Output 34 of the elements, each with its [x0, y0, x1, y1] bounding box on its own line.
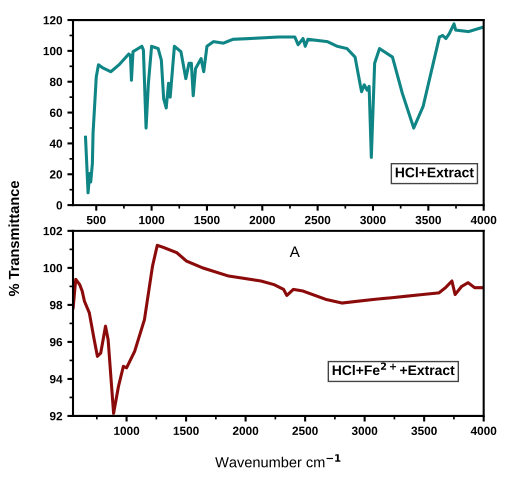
x-tick-label: 3500 [411, 426, 437, 436]
y-tick-label: 20 [50, 170, 62, 179]
y-tick-label: 98 [50, 300, 62, 310]
x-tick-label: 3000 [360, 216, 386, 224]
x-tick-label: 4000 [470, 216, 496, 224]
x-tick-label: 2000 [232, 426, 258, 436]
annotation: A [290, 246, 300, 258]
x-tick-label: 4000 [470, 426, 496, 436]
y-tick-label: 40 [50, 139, 62, 148]
x-axis-title: Wavenumber cm$^{−1}$ [215, 454, 340, 468]
y-tick-label: 120 [44, 16, 62, 24]
x-tick-label: 3500 [415, 216, 441, 224]
annotation: HCl+Fe$^{2+}$+Extract [332, 362, 455, 376]
y-tick-label: 94 [50, 374, 63, 384]
line-series [84, 22, 484, 194]
x-tick-label: 2000 [250, 216, 275, 224]
annotation: HCl+Extract [396, 167, 474, 178]
y-tick-label: 0 [56, 201, 62, 210]
y-tick-label: 60 [50, 108, 62, 117]
y-tick-label: 102 [44, 226, 62, 236]
x-tick-label: 3000 [352, 426, 378, 436]
y-tick-label: 100 [44, 264, 62, 272]
y-tick-label: 96 [50, 338, 62, 346]
y-axis-title: % Transmittance [8, 181, 20, 296]
y-tick-label: 100 [44, 46, 62, 56]
y-tick-label: 80 [50, 78, 62, 86]
x-tick-label: 2500 [292, 426, 318, 436]
x-tick-label: 1500 [194, 216, 220, 224]
x-tick-label: 500 [86, 216, 106, 224]
x-tick-label: 2500 [304, 216, 330, 224]
x-tick-label: 1500 [174, 426, 199, 436]
x-tick-label: 1000 [139, 216, 164, 224]
y-tick-label: 92 [50, 412, 62, 420]
x-tick-label: 1000 [114, 426, 140, 436]
